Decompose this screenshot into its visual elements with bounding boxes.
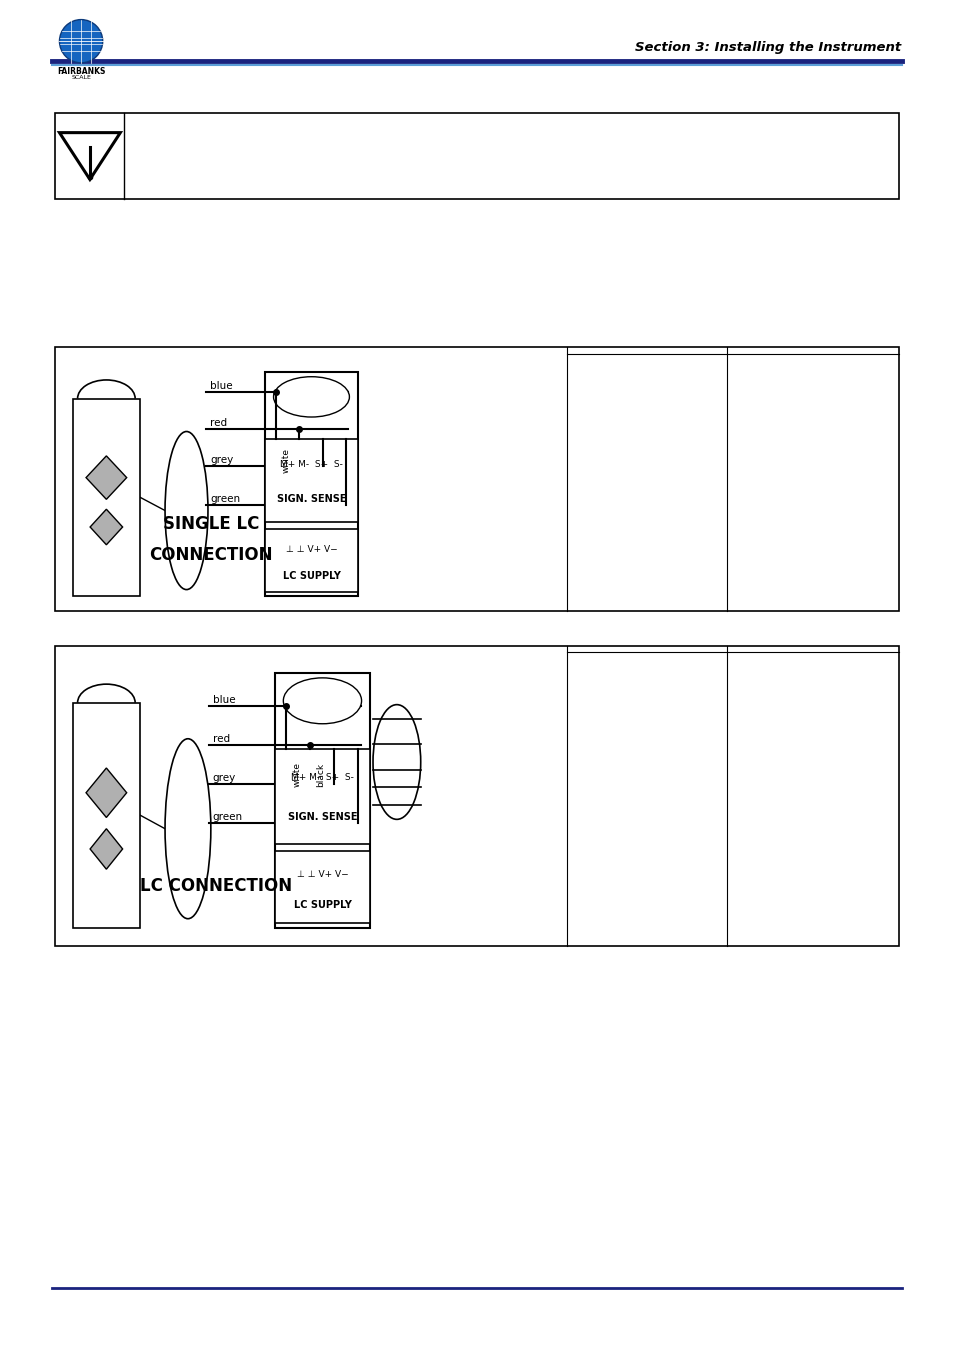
- Text: blue: blue: [210, 381, 233, 390]
- Text: ⊥ ⊥ V+ V−: ⊥ ⊥ V+ V−: [285, 544, 337, 554]
- Ellipse shape: [165, 431, 208, 589]
- Ellipse shape: [373, 705, 420, 819]
- Text: ⊥ ⊥ V+ V−: ⊥ ⊥ V+ V−: [296, 870, 348, 878]
- Bar: [274, 851, 370, 923]
- Bar: [72, 703, 140, 928]
- Polygon shape: [90, 828, 123, 869]
- Text: CONNECTION: CONNECTION: [150, 546, 273, 565]
- Bar: [265, 373, 357, 596]
- Bar: [274, 750, 370, 843]
- Text: SIGN. SENSE: SIGN. SENSE: [288, 812, 356, 823]
- Text: green: green: [210, 494, 240, 504]
- Text: SCALE: SCALE: [71, 74, 91, 80]
- Text: SIGN. SENSE: SIGN. SENSE: [276, 494, 346, 504]
- Polygon shape: [86, 767, 127, 817]
- Ellipse shape: [283, 678, 361, 724]
- Text: grey: grey: [210, 455, 233, 465]
- Text: red: red: [210, 417, 227, 428]
- Text: blue: blue: [213, 694, 235, 705]
- Text: LC CONNECTION: LC CONNECTION: [139, 877, 292, 894]
- Polygon shape: [90, 509, 123, 544]
- Text: M+ M-  S+  S-: M+ M- S+ S-: [291, 773, 354, 782]
- Text: grey: grey: [213, 773, 235, 782]
- Text: M+ M-  S+  S-: M+ M- S+ S-: [280, 459, 342, 469]
- Text: white: white: [282, 449, 291, 473]
- Text: Section 3: Installing the Instrument: Section 3: Installing the Instrument: [635, 41, 901, 54]
- Circle shape: [59, 20, 103, 63]
- Text: red: red: [213, 734, 230, 744]
- Bar: [274, 673, 370, 928]
- Bar: [55, 646, 898, 946]
- Text: LC SUPPLY: LC SUPPLY: [294, 900, 351, 909]
- Polygon shape: [86, 455, 127, 500]
- Bar: [265, 530, 357, 592]
- Text: white: white: [292, 762, 301, 788]
- Bar: [55, 347, 898, 611]
- Bar: [55, 113, 898, 199]
- Text: green: green: [213, 812, 243, 821]
- Ellipse shape: [165, 739, 211, 919]
- Text: SINGLE LC: SINGLE LC: [163, 515, 259, 532]
- Text: black: black: [315, 763, 325, 786]
- Text: LC SUPPLY: LC SUPPLY: [282, 571, 340, 581]
- Ellipse shape: [274, 377, 349, 417]
- Bar: [72, 399, 140, 596]
- Bar: [265, 439, 357, 523]
- Text: FAIRBANKS: FAIRBANKS: [57, 66, 105, 76]
